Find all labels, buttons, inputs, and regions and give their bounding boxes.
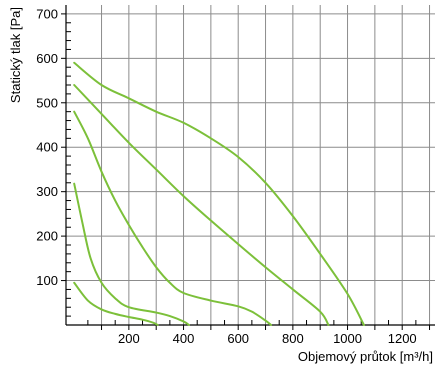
- x-tick-label: 400: [173, 331, 195, 346]
- y-tick-label: 200: [36, 229, 58, 244]
- x-tick-label: 800: [282, 331, 304, 346]
- series-layer: [73, 61, 365, 326]
- x-tick-label: 200: [118, 331, 140, 346]
- label-layer: Objemový průtok [m³/h] Statický tlak [Pa…: [8, 7, 433, 364]
- y-tick-label: 700: [36, 6, 58, 21]
- x-tick-label: 600: [227, 331, 249, 346]
- performance-curve-4: [73, 182, 190, 326]
- y-tick-label: 100: [36, 273, 58, 288]
- y-tick-label: 500: [36, 95, 58, 110]
- y-tick-label: 300: [36, 184, 58, 199]
- performance-curve-2: [73, 84, 330, 326]
- x-tick-label: 1000: [333, 331, 362, 346]
- performance-curve-5: [73, 281, 159, 326]
- y-tick-label: 400: [36, 140, 58, 155]
- performance-curve-1: [73, 61, 365, 326]
- y-axis-title: Statický tlak [Pa]: [8, 7, 23, 103]
- x-tick-label: 1200: [388, 331, 417, 346]
- grid-layer: [66, 5, 435, 325]
- axis-layer: 200 400 600 800 1000 1200 100 200 300 400 500 600 70…: [36, 5, 435, 346]
- performance-curve-3: [73, 110, 272, 326]
- y-tick-label: 600: [36, 51, 58, 66]
- x-axis-title: Objemový průtok [m³/h]: [298, 349, 433, 364]
